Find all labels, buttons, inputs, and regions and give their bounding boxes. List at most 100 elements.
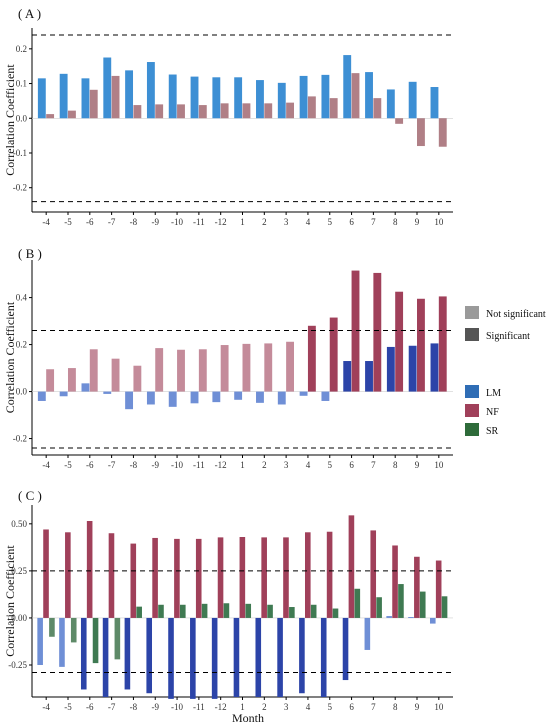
bar-sr — [310, 604, 317, 618]
legend-label-sr: SR — [486, 426, 499, 437]
bar-lm — [81, 78, 90, 119]
bar-lm — [125, 391, 134, 410]
bar-sr — [49, 617, 55, 637]
x-tick-label: 10 — [434, 460, 444, 470]
bar-nf — [242, 343, 251, 392]
bar-nf — [152, 537, 158, 618]
x-tick-label: -9 — [151, 217, 159, 227]
panel-label: ( B ) — [18, 246, 42, 261]
bar-sr — [354, 588, 361, 618]
x-tick-label: 10 — [434, 702, 444, 712]
bar-nf — [111, 75, 120, 119]
bar-lm — [321, 74, 330, 119]
x-axis-title: Month — [232, 711, 264, 725]
y-tick-label: -0.2 — [13, 183, 27, 193]
x-tick-label: 4 — [306, 702, 311, 712]
bar-nf — [43, 529, 49, 618]
bar-nf — [220, 345, 229, 392]
legend-swatch-not-significant — [465, 306, 479, 319]
bar-nf — [307, 96, 316, 119]
x-tick-label: -4 — [42, 702, 50, 712]
bar-nf — [130, 543, 137, 618]
bar-lm — [103, 391, 112, 394]
bar-nf — [286, 341, 295, 392]
x-tick-label: 10 — [434, 217, 444, 227]
panel-label: ( A ) — [18, 6, 41, 21]
bar-lm — [256, 80, 264, 119]
panel-label: ( C ) — [18, 488, 42, 503]
bar-lm — [59, 73, 68, 119]
bar-nf — [46, 369, 55, 392]
bar-lm — [299, 617, 305, 694]
bar-nf — [67, 368, 76, 392]
bar-lm — [365, 72, 373, 119]
bar-lm — [81, 383, 90, 392]
bar-lm — [233, 617, 240, 697]
bar-sr — [180, 604, 186, 618]
bar-nf — [329, 98, 338, 119]
x-tick-label: 7 — [371, 702, 376, 712]
bar-nf — [220, 103, 229, 119]
x-tick-label: -5 — [64, 702, 72, 712]
x-tick-label: -12 — [215, 460, 227, 470]
x-tick-label: -8 — [130, 702, 138, 712]
bar-lm — [386, 346, 395, 392]
x-tick-label: 1 — [240, 702, 245, 712]
bar-lm — [299, 75, 308, 119]
bar-nf — [395, 291, 404, 392]
bar-lm — [125, 70, 134, 119]
bar-lm — [342, 617, 349, 681]
y-tick-label: -0.25 — [8, 660, 27, 670]
y-tick-label: 0.00 — [11, 613, 27, 623]
bar-nf — [348, 515, 355, 618]
bar-nf — [217, 537, 224, 618]
bar-sr — [398, 584, 404, 618]
x-tick-label: 5 — [328, 217, 333, 227]
y-tick-label: 0.0 — [16, 113, 28, 123]
y-tick-label: 0.2 — [16, 44, 27, 54]
bar-nf — [373, 272, 382, 392]
legend-label-not-significant: Not significant — [486, 309, 546, 320]
x-tick-label: -8 — [130, 217, 138, 227]
bar-sr — [289, 607, 295, 618]
x-tick-label: 2 — [262, 702, 267, 712]
x-tick-label: 8 — [393, 702, 398, 712]
bar-nf — [395, 118, 404, 124]
bar-lm — [234, 391, 243, 400]
x-tick-label: -5 — [64, 217, 72, 227]
x-tick-label: 1 — [240, 217, 245, 227]
x-tick-label: -7 — [108, 460, 116, 470]
x-tick-label: -5 — [64, 460, 72, 470]
bar-lm — [146, 62, 155, 119]
bar-nf — [304, 532, 311, 618]
x-tick-label: -10 — [171, 702, 183, 712]
bar-lm — [277, 617, 283, 697]
panel-a: -0.2 -0.1 0.0 0.1 0.2 -4 -5 -6 -7 -8 -9 -10 -11 -12 1 2… — [3, 6, 453, 227]
x-tick-label: 7 — [371, 217, 376, 227]
bar-nf — [286, 102, 295, 119]
bar-nf — [195, 538, 202, 618]
bar-nf — [198, 105, 207, 119]
bar-nf — [373, 98, 382, 119]
legend: Not significant Significant LM NF SR — [465, 306, 546, 437]
bar-nf — [67, 110, 76, 119]
x-tick-label: -12 — [215, 702, 227, 712]
bar-lm — [59, 617, 65, 667]
bar-nf — [174, 538, 180, 618]
bar-lm — [256, 391, 264, 403]
legend-swatch-sr — [465, 423, 479, 436]
bar-lm — [190, 617, 196, 699]
bar-lm — [80, 617, 87, 690]
x-tick-label: 9 — [415, 217, 420, 227]
bar-lm — [365, 361, 373, 392]
bar-lm — [343, 55, 352, 119]
x-tick-label: -6 — [86, 702, 94, 712]
x-tick-label: 3 — [284, 702, 289, 712]
panel-c: -0.25 0.00 0.25 0.50 -4 -5 -6 -7 -8 -9 -10 -11 -12 1 2… — [3, 488, 453, 712]
bar-nf — [264, 343, 273, 392]
y-axis-title: Correlation Coefficient — [3, 545, 17, 657]
y-tick-label: -0.1 — [13, 148, 27, 158]
bar-sr — [114, 617, 121, 660]
x-tick-label: -8 — [130, 460, 138, 470]
